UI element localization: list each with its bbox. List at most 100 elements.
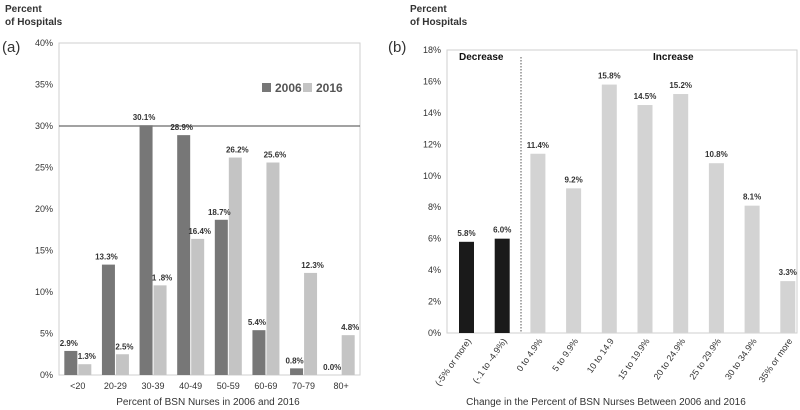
bar [673,94,689,334]
panel-b-ytick-label: 16% [423,76,441,86]
bar-2016 [78,364,92,375]
value-label: 14.5% [634,92,657,101]
legend-label-2006: 2006 [275,81,302,95]
panel-b-ylabel-line1: Percent [410,4,447,15]
panel-b-ytick-label: 8% [428,202,441,212]
value-label-2016: 1 .8% [152,273,172,282]
value-label: 9.2% [564,175,582,184]
panel-b-category-label: 30 to 34.9% [723,336,759,381]
bar [494,238,510,333]
value-label-2006: 13.3% [95,253,118,262]
legend-label-2016: 2016 [316,81,343,95]
panel-b-category-label: 20 to 24.9% [652,336,688,381]
section-decrease-label: Decrease [459,52,504,63]
value-label: 11.4% [527,141,549,150]
panel-b-category-label: 0 to 4.9% [515,336,545,373]
panel-a-category-label: 40-49 [179,381,202,391]
panel-b-category-label: 25 to 29.9% [687,336,723,381]
bar [459,241,474,333]
bar-2006 [252,330,266,375]
bar-2006 [64,350,78,375]
panel-b-xlabel: Change in the Percent of BSN Nurses Betw… [466,397,746,408]
bar-2016 [266,162,280,375]
bar [708,163,724,333]
panel-b-category-label: 10 to 14.9 [585,336,616,375]
bar-2006 [290,368,304,375]
bar-2006 [101,264,115,375]
section-increase-label: Increase [653,52,694,63]
value-label-2006: 0.0% [323,363,341,372]
panel-b-ytick-label: 6% [428,234,441,244]
panel-a-category-label: <20 [70,381,85,391]
value-label: 10.8% [705,150,728,159]
legend-swatch-2016 [303,83,312,92]
value-label: 8.1% [743,193,761,202]
panel-b-category-label: (-.1 to -4.9%) [471,336,509,385]
panel-b-category-label: 15 to 19.9% [616,336,652,381]
bar-2016 [304,272,318,375]
panel-b-category-label: (-5% or more) [433,336,473,387]
value-label: 5.8% [457,229,475,238]
panel-a-category-label: 60-69 [254,381,277,391]
value-label-2016: 26.2% [226,146,249,155]
bar [780,281,796,333]
panel-b-ytick-label: 18% [423,45,441,55]
bar-2006 [177,135,191,375]
panel-a-category-label: 30-39 [142,381,165,391]
value-label-2016: 1.3% [78,352,96,361]
panel-b-ytick-label: 14% [423,108,441,118]
value-label-2006: 18.7% [208,208,231,217]
panel-b-ytick-label: 2% [428,297,441,307]
bar-2016 [191,238,205,375]
value-label-2006: 5.4% [248,318,266,327]
value-label-2006: 28.9% [170,123,193,132]
panel-a-category-label: 80+ [334,381,349,391]
legend-swatch-2006 [262,83,271,92]
value-label-2016: 16.4% [188,227,211,236]
panel-a-legend: 2006 2016 [262,81,343,95]
value-label: 3.3% [779,268,797,277]
panel-b-ylabel-line2: of Hospitals [410,17,468,28]
panel-b-label: (b) [388,39,406,56]
bar [601,84,617,333]
bar-2016 [153,285,167,375]
value-label-2006: 2.9% [60,339,78,348]
value-label: 15.2% [669,81,692,90]
panel-a-plot-frame [58,42,361,376]
panel-a-ytick-label: 15% [35,246,53,256]
value-label-2006: 30.1% [133,113,156,122]
bar [566,188,582,333]
panel-a-ytick-label: 0% [40,370,53,380]
panel-a-ylabel-line1: Percent [5,4,42,15]
panel-a-ytick-label: 35% [35,80,53,90]
bar-2016 [115,354,129,375]
panel-a-ytick-label: 25% [35,163,53,173]
bar-2016 [228,157,242,375]
panel-b-plot-frame [446,49,798,334]
value-label-2016: 4.8% [341,323,359,332]
panel-b-ytick-label: 10% [423,171,441,181]
panel-b-ytick-label: 12% [423,139,441,149]
panel-a-ytick-label: 40% [35,38,53,48]
bar [744,205,760,333]
panel-b-category-label: 5 to 9.9% [550,336,580,373]
value-label-2016: 2.5% [115,342,133,351]
panel-a-ylabel-line2: of Hospitals [5,17,63,28]
value-label-2006: 0.8% [285,356,303,365]
panel-b-ytick-label: 4% [428,265,441,275]
value-label: 6.0% [493,226,511,235]
panel-a-ytick-label: 20% [35,204,53,214]
panel-a-label: (a) [2,39,20,56]
panel-b-ytick-label: 0% [428,328,441,338]
bar-2006 [139,125,153,375]
bar [530,153,546,333]
panel-a-xlabel: Percent of BSN Nurses in 2006 and 2016 [116,397,300,408]
panel-b-category-label: 35% or more [757,336,795,384]
panel-a-category-label: 20-29 [104,381,127,391]
bar-2016 [341,335,355,375]
bar-2006 [214,219,228,375]
panel-a-ytick-label: 10% [35,287,53,297]
panel-a-category-label: 70-79 [292,381,315,391]
bar [637,105,653,334]
